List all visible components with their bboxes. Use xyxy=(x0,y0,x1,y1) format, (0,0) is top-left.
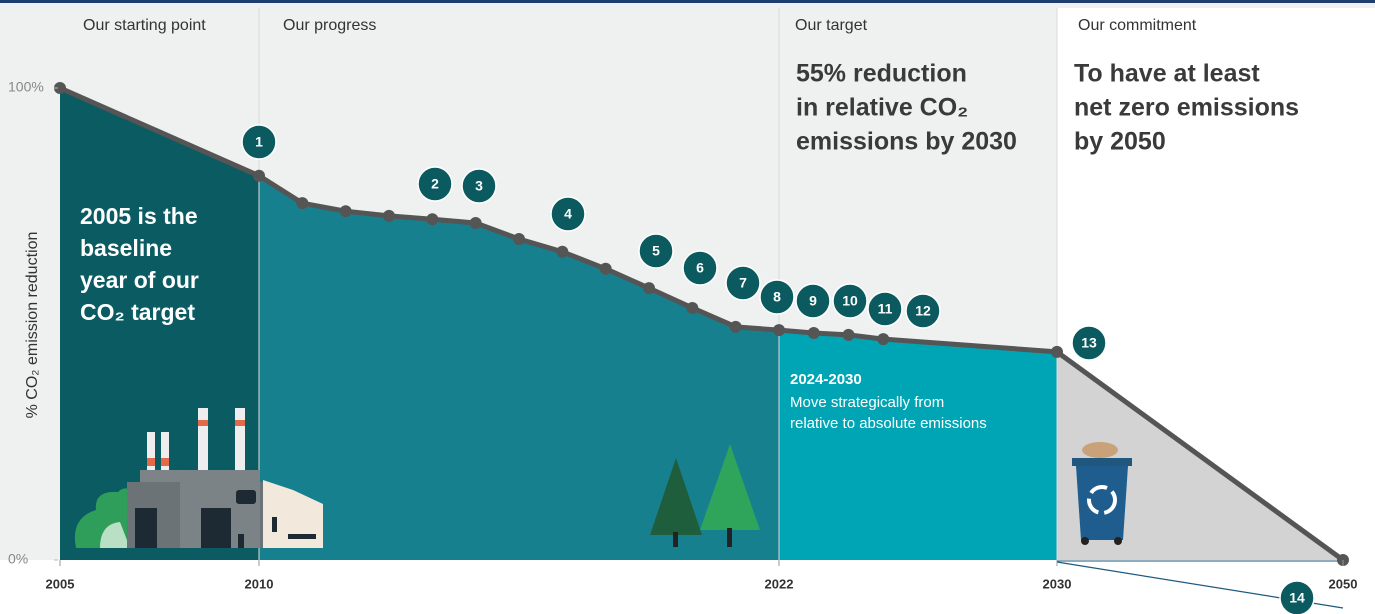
marker-badge xyxy=(832,283,868,319)
commitment-text: by 2050 xyxy=(1074,128,1166,156)
marker-badge xyxy=(867,291,903,327)
baseline-text: CO₂ target xyxy=(80,299,195,325)
data-point xyxy=(469,216,482,229)
marker-label: 10 xyxy=(842,293,858,309)
x-tick-label: 2022 xyxy=(765,576,794,591)
top-border xyxy=(0,0,1375,3)
data-point xyxy=(253,169,265,182)
marker-label: 3 xyxy=(475,178,483,194)
data-point xyxy=(842,328,855,341)
data-point xyxy=(513,233,525,246)
marker-badge xyxy=(461,168,497,204)
marker-label: 7 xyxy=(739,275,747,291)
marker-label: 6 xyxy=(696,260,704,276)
marker-label: 11 xyxy=(878,301,893,317)
x-tick-label: 2005 xyxy=(46,576,75,591)
baseline-text: year of our xyxy=(80,267,199,293)
data-point xyxy=(339,205,352,218)
data-point xyxy=(729,320,742,333)
marker-badge xyxy=(905,293,941,329)
y-tick-label: 0% xyxy=(8,551,28,567)
marker-label: 9 xyxy=(809,293,817,309)
recycling-bin-illustration xyxy=(1072,442,1132,545)
marker-badge xyxy=(417,166,453,202)
marker-badge xyxy=(759,279,795,315)
marker-label: 4 xyxy=(564,206,572,222)
data-point xyxy=(54,82,66,94)
trees-illustration xyxy=(650,444,760,547)
marker-badge xyxy=(241,124,277,160)
data-point xyxy=(556,245,569,258)
marker-label: 1 xyxy=(255,134,263,150)
period-note-text: Move strategically from xyxy=(790,394,944,411)
factory-illustration xyxy=(74,408,323,548)
section-header: Our starting point xyxy=(83,17,206,34)
section-header: Our progress xyxy=(283,17,376,34)
target-text: emissions by 2030 xyxy=(796,128,1017,156)
y-tick-label: 100% xyxy=(8,79,44,95)
target-text: 55% reduction xyxy=(796,60,967,88)
section-header: Our commitment xyxy=(1078,17,1197,34)
baseline-text: baseline xyxy=(80,235,172,261)
area-region xyxy=(259,175,779,561)
marker-badge xyxy=(1071,325,1107,361)
data-point xyxy=(383,209,395,222)
x-tick-label: 2010 xyxy=(245,576,274,591)
commitment-text: net zero emissions xyxy=(1074,94,1299,122)
area-region xyxy=(779,330,1057,560)
marker-label: 5 xyxy=(652,243,660,259)
target-text: in relative CO₂ xyxy=(796,94,968,122)
marker-badge xyxy=(682,250,718,286)
baseline-text: 2005 is the xyxy=(80,203,198,229)
data-point xyxy=(807,326,820,339)
marker-badge xyxy=(725,265,761,301)
marker-badge xyxy=(638,233,674,269)
marker-label: 2 xyxy=(431,176,439,192)
plot xyxy=(54,82,1349,566)
data-point xyxy=(773,324,785,337)
marker-badge xyxy=(795,283,831,319)
marker-label: 12 xyxy=(915,303,931,319)
x-tick-label: 2050 xyxy=(1329,576,1358,591)
section-header: Our target xyxy=(795,17,868,34)
marker-label: 13 xyxy=(1081,335,1097,351)
area-region xyxy=(60,88,259,560)
areas xyxy=(60,88,1343,561)
texts: 2005 2010 2022 2030 2050 0% 100% Our starting p… xyxy=(8,17,1357,614)
period-note-title: 2024-2030 xyxy=(790,371,862,388)
x-tick-label: 2030 xyxy=(1043,576,1072,591)
period-note-text: relative to absolute emissions xyxy=(790,415,987,432)
data-point xyxy=(643,282,655,295)
data-point xyxy=(1051,345,1063,358)
marker-label: 8 xyxy=(773,289,781,305)
data-point xyxy=(599,262,612,275)
data-point xyxy=(877,333,890,346)
commitment-text: To have at least xyxy=(1074,60,1260,88)
marker-badge xyxy=(1279,580,1315,614)
data-point xyxy=(426,213,439,226)
marker-badge xyxy=(550,196,586,232)
data-point xyxy=(686,301,699,314)
y-axis-label: % CO₂ emission reduction xyxy=(24,232,41,419)
marker-label: 14 xyxy=(1289,590,1305,606)
data-point xyxy=(296,197,309,210)
